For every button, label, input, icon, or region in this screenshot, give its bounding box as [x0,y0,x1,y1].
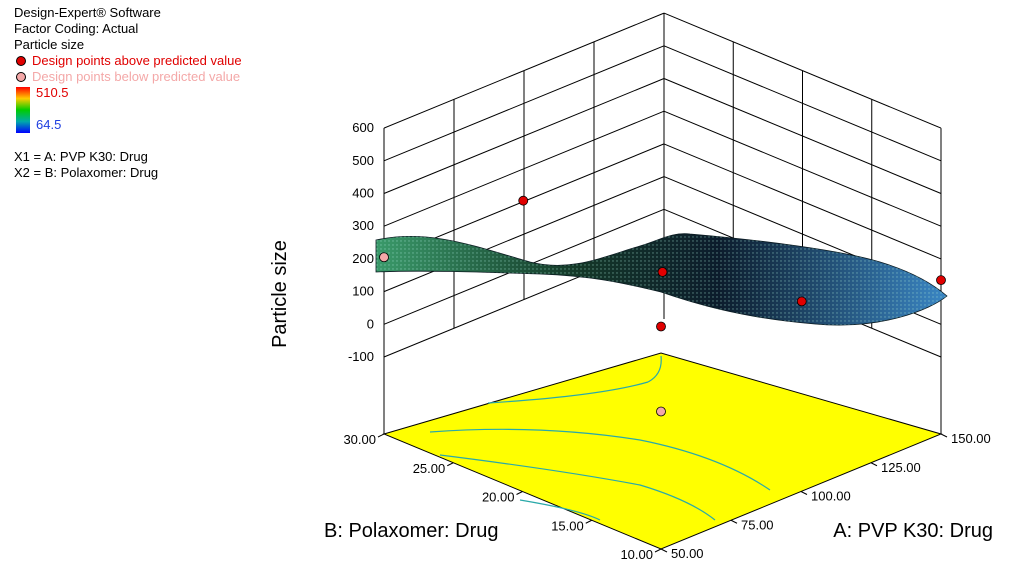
contour-line [429,428,771,491]
y-tick-mark [377,433,385,438]
design-point-above [656,321,666,332]
design-point-above [657,267,668,277]
contour-line [647,355,662,383]
contour-line [439,454,716,521]
y-tick-label: 30.00 [343,432,376,447]
z-tick-label: 400 [352,186,374,201]
z-tick-label: 600 [352,120,374,135]
x-tick-label: 125.00 [881,460,921,475]
z-tick-label: 500 [352,153,374,168]
factor-x2: X2 = B: Polaxomer: Drug [14,165,159,180]
response-name: Particle size [14,37,85,52]
x-tick-mark [870,462,878,467]
info-panel: Design-Expert® Software Factor Coding: A… [14,5,242,181]
z-tick-label: 300 [352,218,374,233]
y-tick-label: 25.00 [413,461,446,476]
x-tick-mark [660,548,668,553]
software-name: Design-Expert® Software [14,5,161,20]
factor-x1: X1 = A: PVP K30: Drug [14,149,148,164]
z-tick-label: 200 [352,251,374,266]
surface-texture [376,233,947,326]
x-axis-label: A: PVP K30: Drug [833,520,993,542]
y-tick-mark [516,491,523,495]
z-axis-label: Particle size [269,240,291,348]
design-point-below [379,252,389,263]
legend-below-label: Design points below predicted value [32,69,241,84]
y-tick-mark [585,519,592,524]
design-point-below [656,406,666,417]
design-point-above [796,296,807,307]
y-axis-label: B: Polaxomer: Drug [324,520,499,542]
design-point-above [518,195,529,206]
x-tick-mark [730,519,738,524]
y-tick-mark [654,548,662,553]
y-tick-label: 10.00 [620,547,653,561]
contour-line [487,381,649,404]
z-tick-label: -100 [348,349,374,364]
legend-above-label: Design points above predicted value [32,53,242,68]
pink-dot-icon [16,72,26,82]
color-scale-max: 510.5 [36,85,69,100]
y-tick-label: 20.00 [482,490,515,505]
red-dot-icon [16,56,26,66]
x-tick-label: 75.00 [741,517,774,532]
color-scale-min: 64.5 [36,117,62,132]
x-tick-label: 50.00 [671,546,704,561]
factor-coding: Factor Coding: Actual [14,21,139,36]
x-tick-label: 150.00 [951,431,991,446]
x-tick-mark [940,433,948,438]
y-tick-label: 15.00 [551,518,584,533]
y-tick-mark [447,462,454,467]
color-scale-bar [16,87,30,133]
x-tick-mark [800,491,808,495]
legend-below: Design points below predicted value [16,69,242,85]
color-scale: 510.5 64.5 [16,85,242,135]
z-tick-label: 100 [352,284,374,299]
z-tick-label: 0 [367,316,374,331]
design-point-above [936,275,946,286]
x-tick-label: 100.00 [811,489,851,504]
contour-line [519,499,601,521]
legend-above: Design points above predicted value [16,53,242,69]
